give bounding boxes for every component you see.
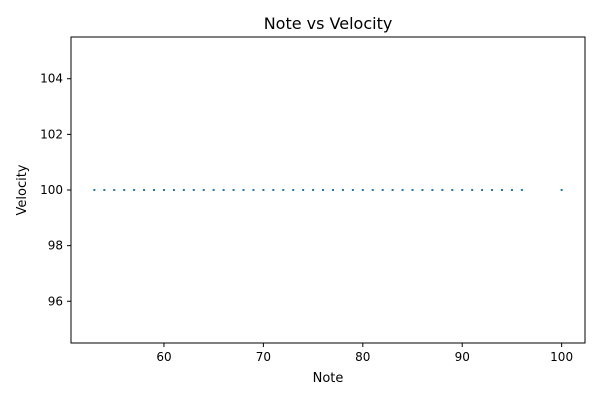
data-point	[331, 189, 334, 191]
x-tick-label: 60	[156, 350, 171, 364]
data-point	[153, 189, 156, 191]
data-point	[272, 189, 275, 191]
data-point	[212, 189, 215, 191]
data-point	[401, 189, 404, 191]
data-point	[520, 189, 523, 191]
data-point	[421, 189, 424, 191]
data-point	[391, 189, 394, 191]
data-point	[292, 189, 295, 191]
data-point	[242, 189, 245, 191]
data-point	[481, 189, 484, 191]
data-point	[162, 189, 165, 191]
data-point	[282, 189, 285, 191]
data-point	[361, 189, 364, 191]
y-tick-label: 98	[48, 239, 63, 253]
y-axis: 96 98 100 102 104	[40, 72, 71, 308]
data-point	[262, 189, 265, 191]
data-point	[252, 189, 255, 191]
data-point	[510, 189, 513, 191]
data-point	[103, 189, 106, 191]
data-point	[431, 189, 434, 191]
data-point	[222, 189, 225, 191]
data-point	[371, 189, 374, 191]
data-point	[351, 189, 354, 191]
y-tick-label: 102	[40, 127, 63, 141]
data-point	[441, 189, 444, 191]
data-point	[182, 189, 185, 191]
data-point	[312, 189, 315, 191]
data-point	[491, 189, 494, 191]
data-point	[451, 189, 454, 191]
data-point	[133, 189, 136, 191]
data-point	[302, 189, 305, 191]
plot-area	[93, 189, 563, 191]
x-tick-label: 80	[355, 350, 370, 364]
data-point	[113, 189, 116, 191]
data-point	[93, 189, 96, 191]
x-axis-label: Note	[313, 371, 344, 386]
x-tick-label: 100	[550, 350, 573, 364]
data-point	[341, 189, 344, 191]
data-point	[471, 189, 474, 191]
data-point	[500, 189, 503, 191]
data-point	[322, 189, 325, 191]
data-point	[232, 189, 235, 191]
data-point	[560, 189, 563, 191]
y-tick-label: 96	[48, 294, 63, 308]
x-axis: 60 70 80 90 100	[156, 343, 573, 364]
y-tick-label: 104	[40, 72, 63, 86]
data-point	[172, 189, 175, 191]
data-point	[192, 189, 195, 191]
data-point	[381, 189, 384, 191]
data-point	[461, 189, 464, 191]
data-point	[411, 189, 414, 191]
data-point	[123, 189, 126, 191]
x-tick-label: 70	[256, 350, 271, 364]
x-tick-label: 90	[455, 350, 470, 364]
data-point	[202, 189, 205, 191]
y-axis-label: Velocity	[15, 164, 30, 215]
plot-frame	[70, 36, 586, 344]
y-tick-label: 100	[40, 183, 63, 197]
chart-title: Note vs Velocity	[264, 14, 393, 33]
data-point	[143, 189, 146, 191]
